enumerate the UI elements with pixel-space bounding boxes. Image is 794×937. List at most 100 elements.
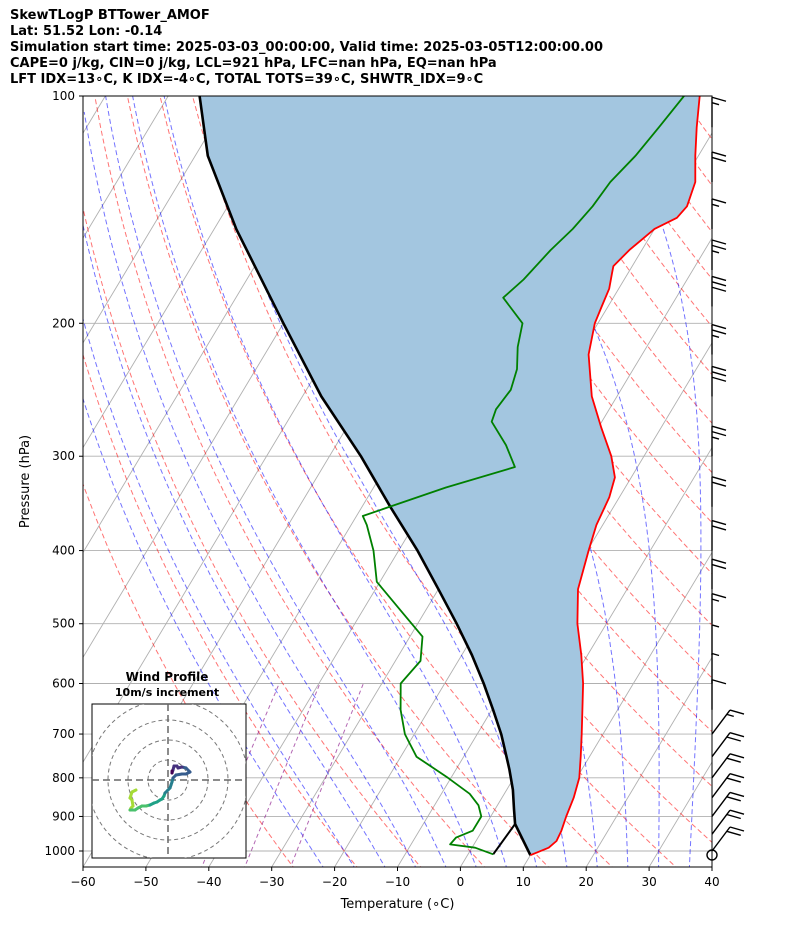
moist-adiabat <box>132 96 477 867</box>
moist-adiabat <box>201 96 538 867</box>
wind-barb-halfflag <box>711 624 720 628</box>
wind-barb-flag <box>711 239 727 245</box>
wind-barb-flag <box>711 96 727 102</box>
wind-barb-halfflag <box>711 334 720 339</box>
hodograph-inset: Wind Profile 10m/s increment <box>91 670 247 859</box>
moist-adiabat <box>607 96 702 867</box>
wind-barb <box>711 679 727 710</box>
wind-barb <box>711 558 727 590</box>
calm-wind-circle <box>706 849 718 861</box>
wind-barb-flag <box>729 809 745 815</box>
location-line: Lat: 51.52 Lon: -0.14 <box>10 24 163 39</box>
wind-barb <box>711 476 727 507</box>
wind-barb-halfflag <box>711 436 720 440</box>
time-line: Simulation start time: 2025-03-03_00:00:… <box>10 40 603 55</box>
hodograph-subtitle: 10m/s increment <box>115 686 219 699</box>
wind-barb-flag <box>711 156 727 163</box>
moist-adiabat <box>83 111 417 867</box>
axes: −60 −50 −40 −30 −20 −10 0 10 20 30 40 1000 900 800 700… <box>18 89 720 912</box>
wind-barbs <box>706 96 745 861</box>
wind-barb-flag <box>726 813 741 820</box>
x-tick-label: −40 <box>196 875 221 889</box>
wind-barb-flag <box>711 679 727 685</box>
wind-barb <box>711 323 727 355</box>
wind-barb-flag <box>711 329 727 335</box>
wind-barb-flag <box>729 826 745 832</box>
dry-adiabat <box>126 96 549 867</box>
dewpoint-line <box>361 96 685 856</box>
wind-barb-flag <box>726 757 741 763</box>
mixing-ratio-line <box>290 683 364 867</box>
moist-adiabat <box>83 317 355 867</box>
wind-barb <box>711 198 727 229</box>
wind-barb <box>711 96 727 128</box>
x-tick-label: 30 <box>641 875 656 889</box>
wind-barb <box>711 709 745 735</box>
wind-barb-flag <box>711 275 727 282</box>
dry-adiabat <box>420 96 712 524</box>
dry-adiabat <box>83 353 358 867</box>
x-tick-label: −30 <box>259 875 284 889</box>
dry-adiabat <box>94 96 486 867</box>
y-tick-label: 700 <box>52 727 75 741</box>
x-tick-label: 10 <box>516 875 531 889</box>
wind-barb-flag <box>711 151 727 157</box>
moist-adiabat <box>105 96 447 867</box>
cin-shading <box>199 96 700 856</box>
dry-adiabat <box>257 96 712 788</box>
x-tick-label: −50 <box>133 875 158 889</box>
wind-barb-flag <box>711 281 727 287</box>
wind-barb-flag <box>711 425 727 431</box>
wind-barb-halfflag <box>711 203 720 208</box>
wind-barb <box>711 593 727 624</box>
wind-barb-flag <box>729 709 745 715</box>
y-axis-label: Pressure (hPa) <box>18 435 33 528</box>
moist-adiabat <box>83 223 386 867</box>
isotherm <box>585 656 712 867</box>
wind-barb-flag <box>711 365 727 372</box>
y-tick-label: 200 <box>52 316 75 330</box>
wind-barb <box>711 652 720 684</box>
profile-lines <box>198 96 701 857</box>
wind-barb-halfflag <box>711 101 720 106</box>
dry-adiabat <box>83 206 422 867</box>
wind-barb <box>711 753 745 779</box>
y-tick-label: 400 <box>52 544 75 558</box>
wind-barb <box>711 275 727 307</box>
wind-barb-flag <box>711 481 727 487</box>
wind-barb-flag <box>711 286 727 292</box>
x-axis-label: Temperature (∘C) <box>340 897 455 912</box>
wind-barb <box>711 519 727 551</box>
wind-barb <box>711 826 745 852</box>
wind-barb <box>711 624 720 655</box>
cape-area <box>199 96 700 856</box>
wind-barb-flag <box>729 791 745 798</box>
isotherm <box>711 866 712 867</box>
dry-adiabat <box>452 96 712 474</box>
wind-barb-staff <box>711 709 731 735</box>
y-tick-label: 100 <box>52 89 75 103</box>
wind-barb-flag <box>726 736 741 742</box>
wind-barb-flag <box>711 376 727 382</box>
wind-barb-staff <box>711 773 731 799</box>
wind-barb-halfflag <box>711 652 720 657</box>
wind-barb-flag <box>726 796 741 802</box>
wind-barb-flag <box>711 563 727 570</box>
moist-adiabat <box>477 96 660 867</box>
wind-barb-flag <box>711 558 727 564</box>
isotherm <box>396 341 712 867</box>
wind-barb-flag <box>729 731 745 738</box>
wind-barb-flag <box>711 476 727 482</box>
wind-barb-halfflag <box>711 598 720 602</box>
wind-barb-flag <box>729 773 745 779</box>
parcel-profile-line <box>198 96 532 856</box>
wind-barb-flag <box>711 198 727 204</box>
wind-barb-flag <box>711 593 727 599</box>
y-tick-label: 1000 <box>44 844 75 858</box>
wind-barb-flag <box>711 525 727 531</box>
wind-barb-flag <box>711 519 727 526</box>
stability-line: CAPE=0 j/kg, CIN=0 j/kg, LCL=921 hPa, LF… <box>10 56 497 71</box>
y-tick-label: 900 <box>52 809 75 823</box>
moist-adiabat <box>163 96 507 867</box>
